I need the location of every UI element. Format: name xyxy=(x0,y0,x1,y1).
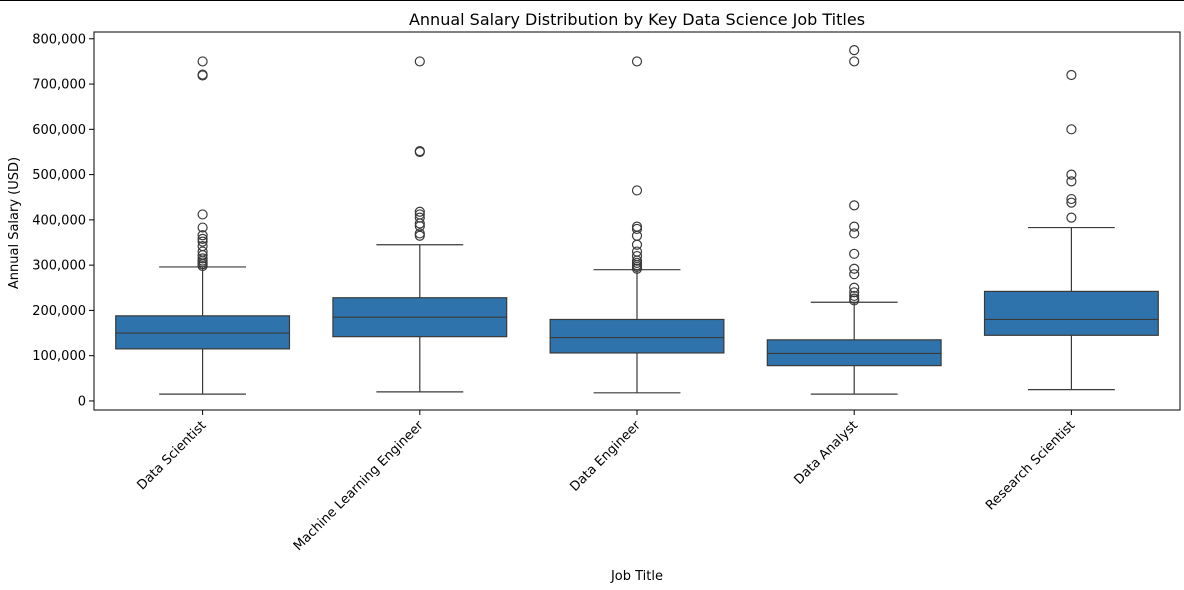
outlier-point xyxy=(197,222,208,233)
outlier-point xyxy=(631,185,643,196)
outlier-point xyxy=(849,282,860,293)
outlier-point xyxy=(414,145,425,157)
outlier-point xyxy=(197,69,208,80)
outlier-point xyxy=(414,209,425,220)
outlier-point xyxy=(1066,69,1077,81)
outlier-point xyxy=(849,228,860,239)
outlier-point xyxy=(1066,197,1077,208)
outlier-point xyxy=(849,287,860,298)
outlier-point xyxy=(1066,169,1077,180)
outlier-point xyxy=(631,56,643,67)
outlier-point xyxy=(197,230,208,241)
chart-title: Annual Salary Distribution by Key Data S… xyxy=(409,10,865,29)
y-axis-label: Annual Salary (USD) xyxy=(7,157,22,289)
outlier-point xyxy=(849,45,860,56)
outlier-point xyxy=(849,248,860,259)
y-tick-label: 200,000 xyxy=(32,304,86,319)
outlier-point xyxy=(414,228,425,239)
outlier-point xyxy=(849,290,860,302)
outlier-point xyxy=(197,236,208,247)
box-iqr xyxy=(115,315,291,350)
outlier-point xyxy=(197,209,208,220)
y-tick-label: 600,000 xyxy=(32,123,86,138)
outlier-point xyxy=(414,56,425,67)
outlier-point xyxy=(849,221,860,232)
outlier-point xyxy=(414,212,425,223)
outlier-point xyxy=(849,56,860,67)
outlier-point xyxy=(197,56,208,67)
outlier-point xyxy=(631,221,643,232)
box-iqr xyxy=(549,318,725,354)
y-tick-label: 500,000 xyxy=(32,168,86,183)
outlier-point xyxy=(197,246,208,257)
y-tick-label: 700,000 xyxy=(32,78,86,93)
outlier-point xyxy=(197,253,208,264)
outlier-point xyxy=(849,200,860,211)
outlier-point xyxy=(1066,176,1077,187)
outlier-point xyxy=(631,250,643,262)
outlier-point xyxy=(849,263,860,274)
outlier-point xyxy=(414,206,425,217)
y-tick-label: 0 xyxy=(78,394,86,409)
outlier-point xyxy=(1066,193,1077,205)
outlier-point xyxy=(849,293,860,304)
outlier-point xyxy=(849,269,860,280)
outlier-point xyxy=(1066,212,1077,223)
box-iqr xyxy=(766,339,942,367)
outlier-point xyxy=(197,241,208,252)
outlier-point xyxy=(631,246,643,257)
box-iqr xyxy=(983,290,1159,336)
y-tick-label: 300,000 xyxy=(32,259,86,274)
x-axis-label: Job Title xyxy=(610,569,663,584)
outlier-point xyxy=(197,233,208,244)
outlier-point xyxy=(1066,124,1077,135)
y-tick-label: 100,000 xyxy=(32,349,86,364)
y-tick-label: 400,000 xyxy=(32,213,86,228)
y-tick-label: 800,000 xyxy=(32,32,86,47)
